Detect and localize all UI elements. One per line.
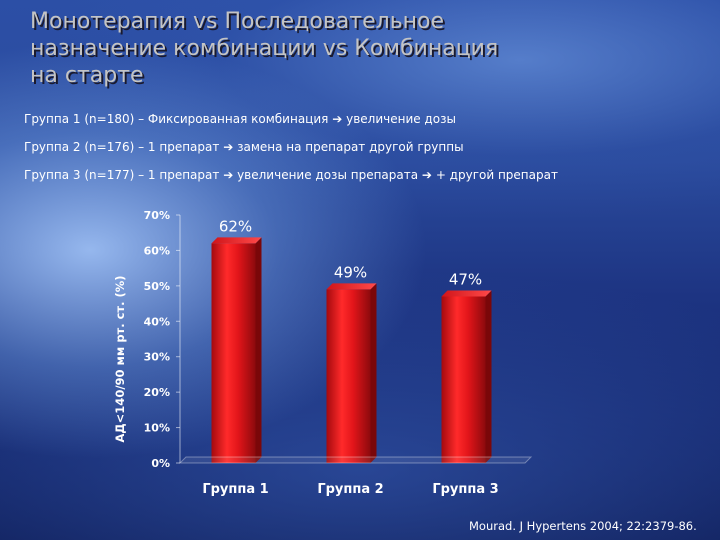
- data-label: 49%: [334, 263, 367, 281]
- x-category-label: Группа 1: [202, 482, 268, 497]
- bar-top: [211, 237, 262, 244]
- data-label: 62%: [219, 217, 252, 235]
- y-tick-label: 20%: [144, 386, 170, 399]
- bar-side: [485, 290, 492, 463]
- x-category-label: Группа 3: [432, 482, 498, 497]
- group-3-description: Группа 3 (n=177) – 1 препарат ➔ увеличен…: [24, 167, 714, 195]
- y-tick-label: 70%: [144, 209, 170, 222]
- bar-top: [326, 283, 377, 290]
- group-3-prefix: Группа 3 (n=177) – 1 препарат: [24, 168, 220, 182]
- bar-chart-svg: АД<140/90 мм рт. ст. (%) 0% 10% 20% 30% 40% 5…: [113, 209, 533, 497]
- arrow-right-icon: ➔: [223, 168, 234, 182]
- arrow-right-icon: ➔: [421, 168, 432, 182]
- x-category-label: Группа 2: [317, 482, 383, 497]
- title-line-1: Монотерапия vs Последовательное: [30, 9, 445, 34]
- group-1-description: Группа 1 (n=180) – Фиксированная комбина…: [24, 111, 714, 139]
- y-tick-label: 50%: [144, 280, 170, 293]
- y-tick-label: 30%: [144, 351, 170, 364]
- y-axis-title: АД<140/90 мм рт. ст. (%): [113, 276, 127, 443]
- group-3-step3: + другой препарат: [435, 168, 558, 182]
- bar-top: [441, 290, 492, 297]
- data-label: 47%: [449, 270, 482, 288]
- y-tick-label: 60%: [144, 244, 170, 257]
- group-1-step2: увеличение дозы: [346, 112, 456, 126]
- bar-chart: АД<140/90 мм рт. ст. (%) 0% 10% 20% 30% 40% 5…: [100, 195, 540, 505]
- y-tick-label: 40%: [144, 315, 170, 328]
- group-2-prefix: Группа 2 (n=176) – 1 препарат: [24, 140, 220, 154]
- bar: [211, 243, 256, 463]
- bar: [441, 296, 486, 463]
- title-line-2: назначение комбинации vs Комбинация: [30, 36, 499, 61]
- arrow-right-icon: ➔: [223, 140, 234, 154]
- group-descriptions: Группа 1 (n=180) – Фиксированная комбина…: [24, 111, 714, 195]
- slide-title: Монотерапия vs Последовательное назначен…: [30, 8, 630, 89]
- title-line-3: на старте: [30, 63, 144, 88]
- bar: [326, 289, 371, 463]
- chart-floor: [178, 456, 533, 464]
- group-3-step2: увеличение дозы препарата: [237, 168, 419, 182]
- citation: Mourad. J Hypertens 2004; 22:2379-86.: [469, 519, 697, 533]
- y-tick-label: 0%: [151, 457, 170, 470]
- bar-side: [370, 283, 377, 463]
- group-2-description: Группа 2 (n=176) – 1 препарат ➔ замена н…: [24, 139, 714, 167]
- group-2-step2: замена на препарат другой группы: [237, 140, 464, 154]
- arrow-right-icon: ➔: [332, 112, 343, 126]
- bar-side: [255, 237, 262, 463]
- group-1-prefix: Группа 1 (n=180) – Фиксированная комбина…: [24, 112, 329, 126]
- y-tick-label: 10%: [144, 422, 170, 435]
